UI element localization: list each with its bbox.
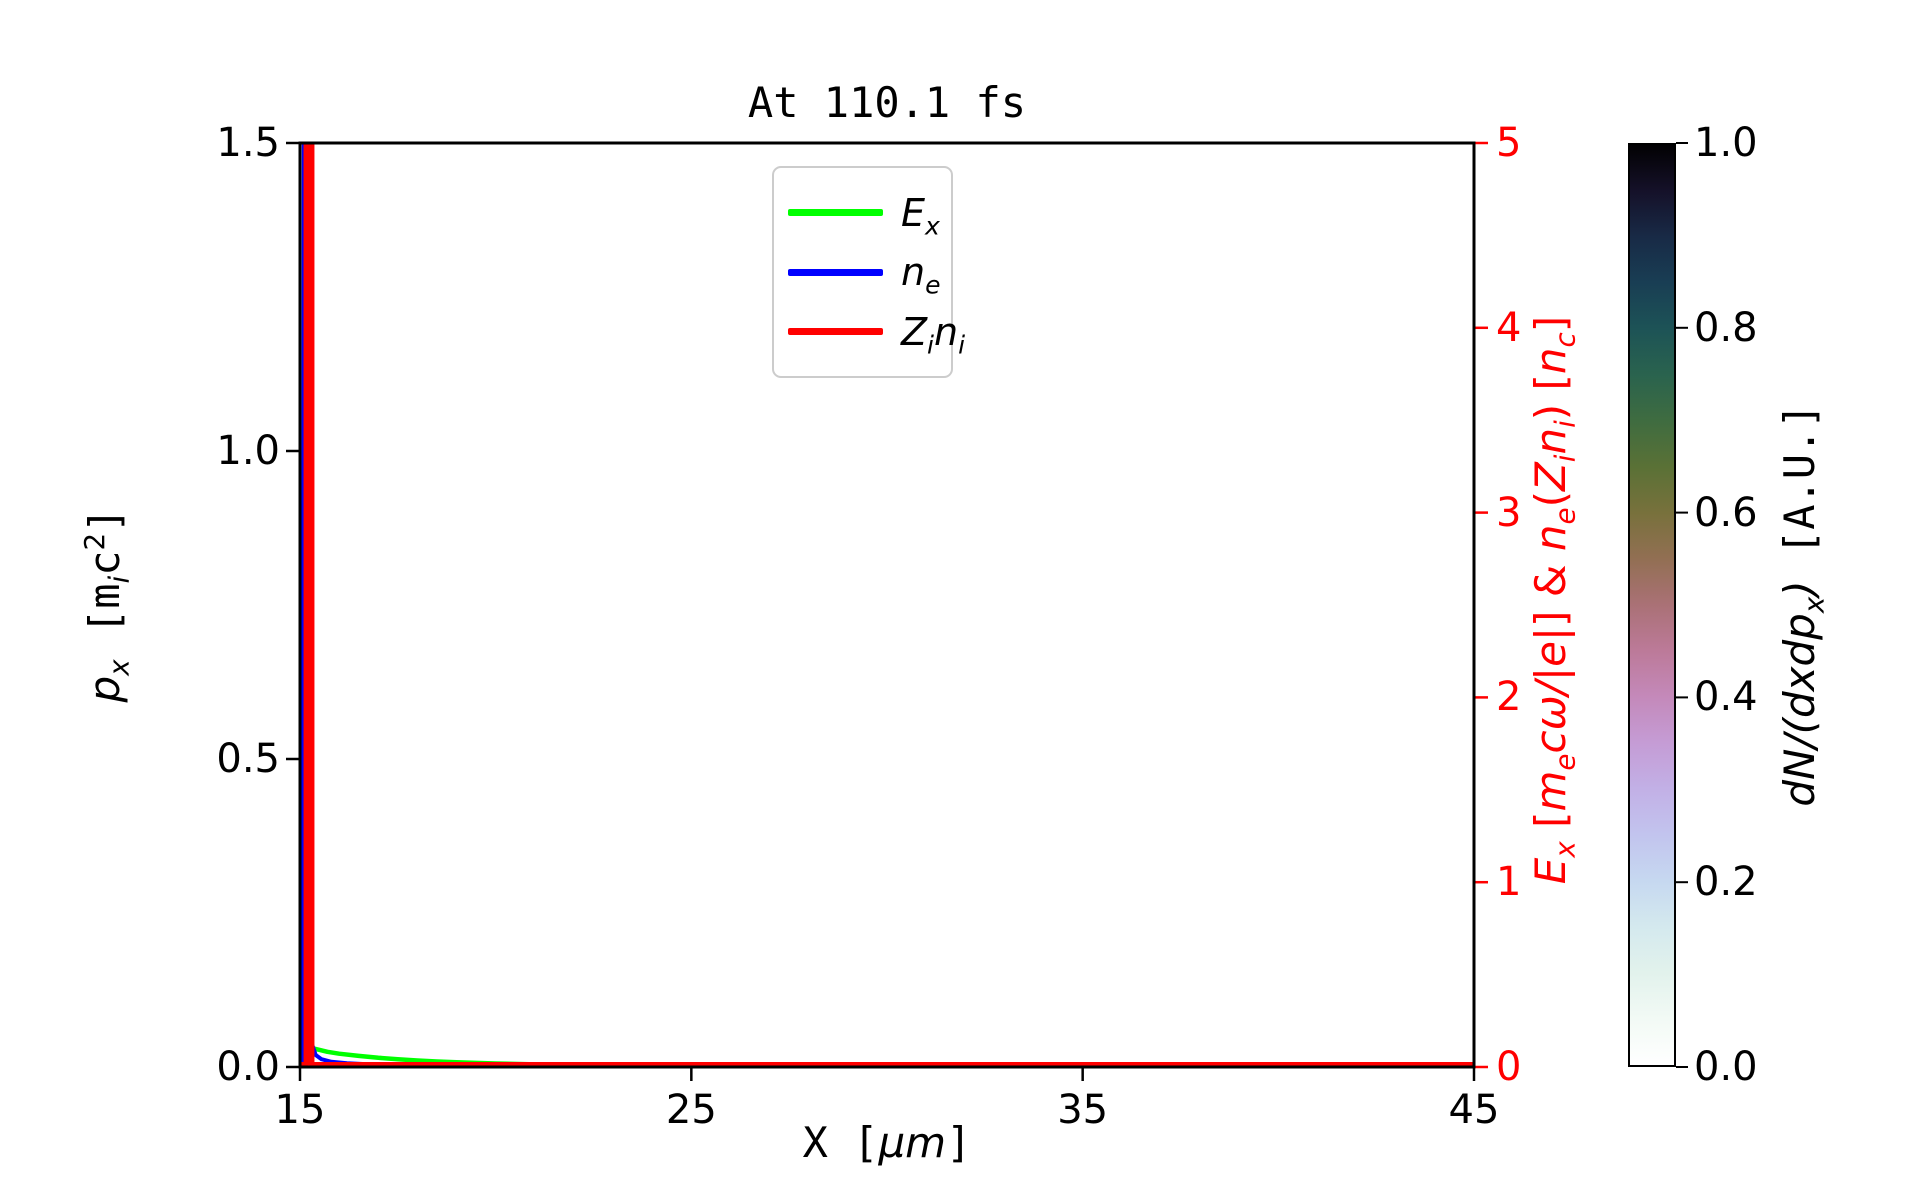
yrtick-label: 0 xyxy=(1496,1044,1522,1090)
yrtick-label: 5 xyxy=(1496,120,1522,166)
y-right-axis-label: Ex [mecω/|e|] & ne(Zini) [nc] xyxy=(1526,315,1582,885)
legend: Ex ne Zini xyxy=(772,166,965,378)
legend-item-zini: Zini xyxy=(774,311,965,357)
axes-frame xyxy=(298,141,1476,1069)
legend-line-zini-swatch xyxy=(788,328,883,335)
cbtick-label: 1.0 xyxy=(1694,120,1758,166)
cbtick-label: 0.4 xyxy=(1694,674,1758,721)
cbtick-label: 0.2 xyxy=(1694,859,1758,906)
x-axis-label: X [μm] xyxy=(802,1118,972,1167)
yrtick-label: 4 xyxy=(1496,304,1522,351)
xtick-label: 25 xyxy=(665,1087,717,1133)
xtick-label: 35 xyxy=(1057,1087,1109,1133)
yrtick-label: 1 xyxy=(1496,859,1522,906)
cbtick-label: 0.6 xyxy=(1694,489,1758,536)
legend-label-ne: ne xyxy=(901,250,941,300)
legend-label-zini: Zini xyxy=(901,309,966,360)
curve-Z_i n_i xyxy=(300,143,1474,1067)
colorbar-label: dN/(dxdpx) [A.U.] xyxy=(1775,403,1831,807)
xtick-label: 45 xyxy=(1448,1087,1500,1133)
colorbar xyxy=(1628,143,1676,1067)
curve-n_e xyxy=(301,143,1474,1067)
yrtick-label: 2 xyxy=(1496,674,1522,721)
cbtick-label: 0.0 xyxy=(1694,1044,1758,1090)
yltick-label: 0.5 xyxy=(216,736,280,782)
data-curves xyxy=(300,143,1474,1067)
plot-title: At 110.1 fs xyxy=(747,78,1027,127)
cbtick-label: 0.8 xyxy=(1694,304,1758,351)
yltick-label: 1.5 xyxy=(216,120,280,166)
legend-item-ne: ne xyxy=(774,250,951,300)
yltick-label: 1.0 xyxy=(216,428,280,474)
yrtick-label: 3 xyxy=(1496,489,1522,536)
legend-label-ex: Ex xyxy=(901,190,940,241)
legend-item-ex: Ex xyxy=(774,190,951,241)
yltick-label: 0.0 xyxy=(216,1044,280,1090)
xtick-label: 15 xyxy=(274,1087,326,1133)
legend-line-ex-swatch xyxy=(788,209,883,216)
legend-line-ne-swatch xyxy=(788,268,883,276)
y-left-axis-label: px [mic2] xyxy=(78,507,136,703)
